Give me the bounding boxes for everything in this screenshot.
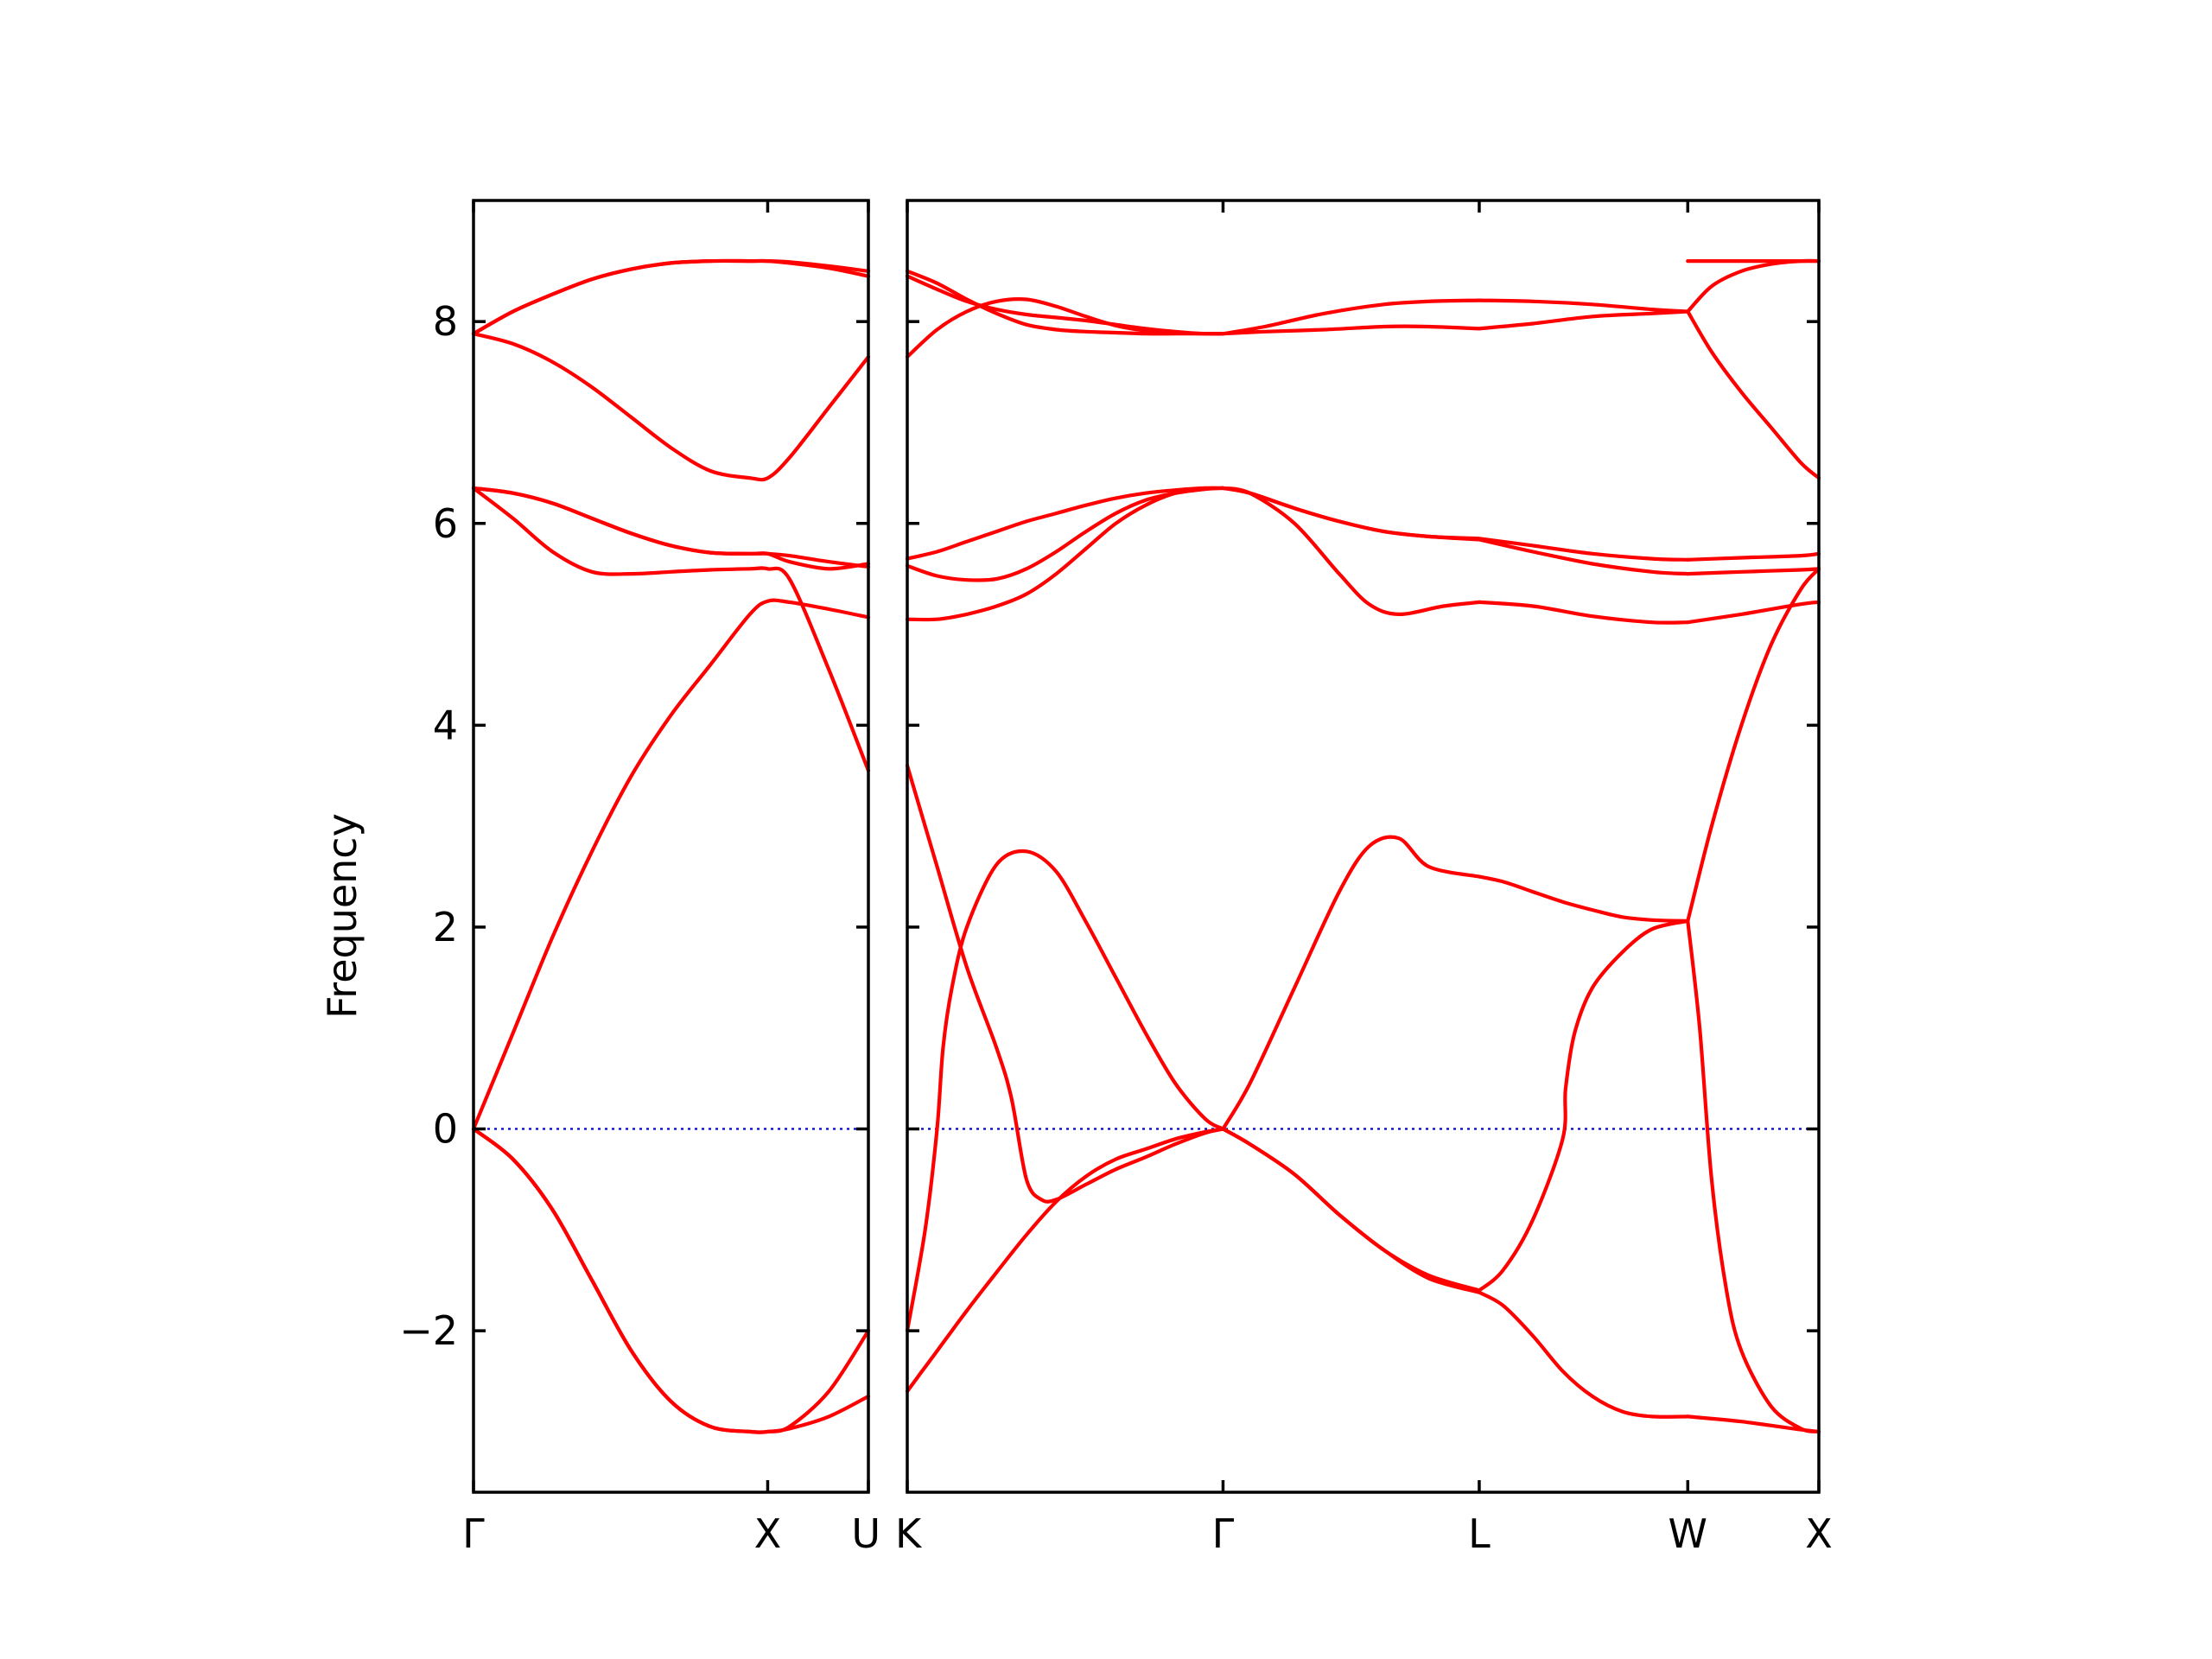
band-line-right-18: [1477, 918, 1690, 1293]
band-line-right-5: [905, 486, 1225, 622]
band-line-right-12: [1221, 486, 1482, 617]
band-line-right-22: [1477, 537, 1690, 576]
right-panel-frame: [906, 199, 1821, 1494]
band-line-right-7: [905, 274, 1225, 336]
x-tick-label: Γ: [1212, 1510, 1235, 1557]
band-line-right-6: [905, 297, 1225, 359]
band-line-right-8: [905, 269, 1225, 336]
band-line-right-31: [1686, 309, 1821, 480]
y-tick-label: 4: [433, 702, 458, 748]
x-tick-label: Γ: [462, 1510, 485, 1557]
band-line-right-9: [1221, 835, 1482, 1131]
left-panel-frame: [472, 199, 870, 1494]
band-line-right-17: [1477, 874, 1690, 923]
band-line-right-16: [1221, 298, 1482, 336]
y-tick-labels: −2 0 2 4 6 8: [399, 298, 458, 1354]
band-line-right-32: [1686, 258, 1821, 314]
band-line-right-14: [1221, 486, 1482, 542]
band-line-left-0: [471, 598, 871, 1131]
band-line-right-1: [905, 849, 1225, 1333]
y-tick-label: −2: [399, 1307, 458, 1354]
band-line-right-24: [1477, 298, 1690, 314]
y-tick-label: 8: [433, 298, 458, 345]
y-tick-label: 0: [433, 1106, 458, 1153]
band-line-left-7: [471, 258, 871, 336]
x-tick-label: K: [895, 1510, 923, 1557]
band-line-right-11: [1221, 1127, 1482, 1294]
band-line-right-26: [1686, 918, 1821, 1433]
band-line-right-0: [905, 1127, 1225, 1394]
y-tick-label: 2: [433, 904, 458, 950]
band-line-right-23: [1477, 309, 1690, 331]
band-line-right-15: [1221, 324, 1482, 336]
band-line-right-30: [1686, 567, 1821, 576]
band-line-left-1: [471, 1127, 871, 1434]
y-axis-label: Frequency: [319, 813, 365, 1019]
band-line-left-6: [471, 332, 871, 482]
x-tick-label: X: [1805, 1510, 1833, 1557]
x-tick-label: L: [1468, 1510, 1491, 1557]
band-line-left-8: [471, 258, 871, 336]
band-line-left-2: [471, 1127, 871, 1434]
band-line-right-28: [1686, 600, 1821, 625]
band-line-right-20: [1477, 600, 1690, 625]
band-line-left-4: [471, 486, 871, 569]
band-line-right-25: [1686, 567, 1821, 923]
band-line-right-27: [1686, 1414, 1821, 1433]
band-line-right-3: [905, 486, 1225, 561]
y-tick-label: 6: [433, 500, 458, 547]
x-tick-label: X: [754, 1510, 782, 1557]
band-line-right-21: [1477, 537, 1690, 562]
band-line-right-2: [905, 764, 1225, 1204]
band-line-right-29: [1686, 551, 1821, 562]
band-line-left-3: [471, 486, 871, 772]
x-tick-label: U: [851, 1510, 880, 1557]
band-line-left-5: [471, 486, 871, 571]
band-line-right-19: [1477, 1290, 1690, 1419]
x-tick-label: W: [1669, 1510, 1707, 1557]
